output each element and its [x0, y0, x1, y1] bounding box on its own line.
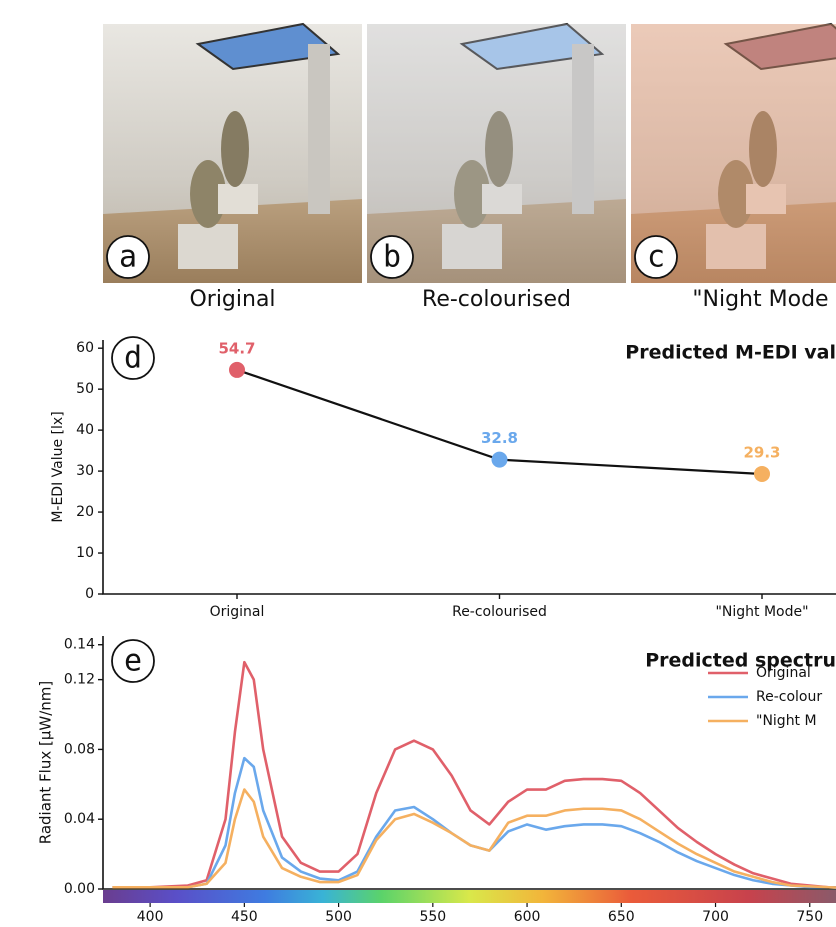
legend-label: "Night M [756, 713, 817, 729]
x-tick-label: 700 [702, 909, 729, 925]
panel-letter: e [124, 644, 142, 679]
x-tick-label: 750 [796, 909, 823, 925]
data-point [754, 466, 770, 482]
x-tick-label: 500 [325, 909, 352, 925]
photo-caption: Re-colourised [422, 287, 571, 312]
y-tick-label: 30 [76, 463, 94, 479]
y-tick-label: 0.14 [64, 637, 95, 653]
figure: a Original b Re-colourised c "Night Mode 0 10 20… [0, 0, 836, 927]
x-tick-label: 650 [608, 909, 635, 925]
data-label: 54.7 [218, 339, 255, 357]
y-tick-label: 10 [76, 545, 94, 561]
photo-letter: a [119, 240, 137, 275]
data-point [492, 452, 508, 468]
y-tick-label: 0 [85, 586, 94, 602]
photo-letter: c [647, 240, 665, 275]
photo-letter: b [383, 240, 401, 275]
x-tick-label: 450 [231, 909, 258, 925]
axis [103, 340, 836, 594]
data-label: 32.8 [481, 429, 518, 447]
y-tick-label: 20 [76, 504, 94, 520]
data-label: 29.3 [743, 443, 780, 461]
x-tick-label: Re-colourised [452, 604, 547, 620]
data-point [229, 362, 245, 378]
y-tick-label: 0.04 [64, 811, 95, 827]
legend-label: Re-colour [756, 689, 822, 705]
photo-caption: "Night Mode [692, 287, 828, 312]
x-tick-label: 550 [419, 909, 446, 925]
x-tick-label: 400 [137, 909, 164, 925]
x-tick-label: Original [210, 604, 265, 620]
y-tick-label: 50 [76, 381, 94, 397]
spectrum-bar [103, 890, 836, 903]
y-tick-label: 0.00 [64, 881, 95, 897]
x-tick-label: 600 [514, 909, 541, 925]
panel-letter: d [124, 341, 142, 376]
y-axis-label: M-EDI Value [lx] [50, 411, 66, 522]
y-tick-label: 0.08 [64, 741, 95, 757]
chart-title: Predicted M-EDI val [625, 342, 836, 364]
y-tick-label: 40 [76, 422, 94, 438]
x-tick-label: "Night Mode" [715, 604, 808, 620]
page: {"photos": [{"letter": "a", "caption": "… [0, 0, 836, 927]
photo: a [103, 24, 362, 283]
photo: b [367, 24, 626, 283]
y-tick-label: 0.12 [64, 672, 95, 688]
photo: c [631, 24, 836, 283]
photo-caption: Original [189, 287, 275, 312]
y-tick-label: 60 [76, 340, 94, 356]
y-axis-label: Radiant Flux [μW/nm] [37, 681, 55, 845]
legend-label: Original [756, 665, 811, 681]
